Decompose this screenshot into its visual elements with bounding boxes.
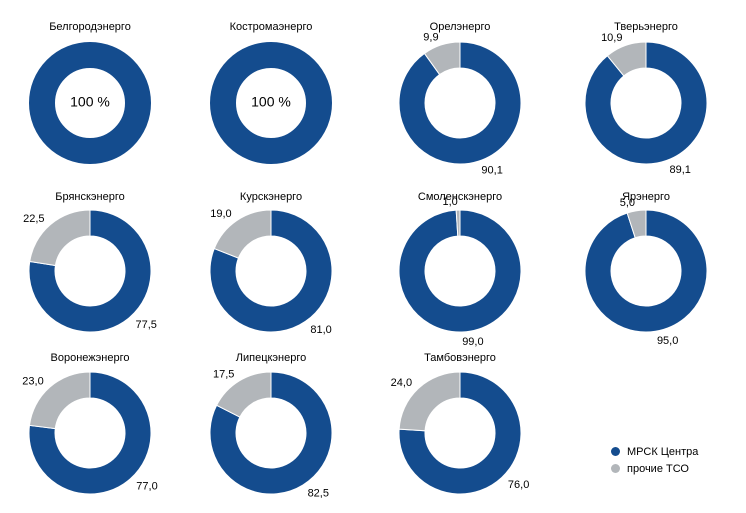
slice-mrsk: [209, 209, 333, 333]
value-label-other-tso: 5,0: [620, 197, 635, 209]
legend-item-other-tso: прочие ТСО: [611, 460, 698, 477]
slice-other-tso: [455, 209, 461, 237]
slice-mrsk: [398, 371, 522, 495]
slice-other-tso: [398, 371, 461, 432]
chart-title: Костромаэнерго: [230, 21, 313, 33]
donut-7: Смоленскэнерго 99,0 1,0: [398, 191, 522, 348]
chart-title: Тамбовэнерго: [424, 352, 496, 364]
slice-other-tso: [626, 209, 647, 239]
slice-mrsk: [210, 42, 332, 164]
value-label-other-tso: 24,0: [391, 377, 412, 389]
value-label-mrsk: 95,0: [657, 335, 678, 347]
center-label: 100 %: [251, 94, 291, 110]
donut-5: Брянскэнерго 77,5 22,5: [23, 191, 157, 333]
legend-label-mrsk: МРСК Центра: [627, 445, 699, 458]
donut-1: Белгородэнерго 100 %: [29, 21, 151, 164]
slice-mrsk: [209, 371, 333, 495]
value-label-other-tso: 10,9: [601, 32, 622, 44]
chart-title: Брянскэнерго: [55, 191, 125, 203]
value-label-mrsk: 90,1: [481, 165, 502, 177]
value-label-mrsk: 77,5: [135, 319, 156, 331]
value-label-mrsk: 76,0: [508, 479, 529, 491]
donut-4: Тверьэнерго 89,1 10,9: [584, 21, 708, 176]
donut-11: Тамбовэнерго 76,0 24,0: [391, 352, 529, 495]
value-label-other-tso: 23,0: [22, 375, 43, 387]
chart-title: Курскэнерго: [240, 191, 302, 203]
chart-title: Тверьэнерго: [614, 21, 678, 33]
chart-title: Ярэнерго: [622, 191, 670, 203]
slice-mrsk: [584, 209, 708, 333]
legend-label-other-tso: прочие ТСО: [627, 462, 689, 475]
slice-mrsk: [398, 41, 522, 165]
slice-other-tso: [606, 41, 647, 77]
legend: МРСК Центра прочие ТСО: [611, 443, 698, 477]
donut-2: Костромаэнерго 100 %: [210, 21, 332, 164]
value-label-mrsk: 99,0: [462, 336, 483, 348]
slice-other-tso: [213, 209, 272, 259]
donut-10: Липецкэнерго 82,5 17,5: [209, 352, 333, 500]
slice-mrsk: [28, 209, 152, 333]
slice-other-tso: [29, 209, 91, 267]
chart-title: Смоленскэнерго: [418, 191, 502, 203]
donut-9: Воронежэнерго 77,0 23,0: [22, 352, 158, 495]
value-label-other-tso: 17,5: [213, 368, 234, 380]
donut-8: Ярэнерго 95,0 5,0: [584, 191, 708, 347]
legend-item-mrsk: МРСК Центра: [611, 443, 698, 460]
value-label-other-tso: 9,9: [423, 31, 438, 43]
slice-mrsk: [398, 209, 522, 333]
chart-title: Воронежэнерго: [51, 352, 130, 364]
center-label: 100 %: [70, 94, 110, 110]
value-label-mrsk: 81,0: [310, 324, 331, 336]
chart-title: Липецкэнерго: [236, 352, 307, 364]
slice-other-tso: [215, 371, 272, 418]
chart-title: Орелэнерго: [430, 21, 491, 33]
slice-mrsk: [29, 42, 151, 164]
donut-6: Курскэнерго 81,0 19,0: [209, 191, 333, 336]
legend-swatch-other-tso: [611, 464, 620, 473]
value-label-mrsk: 82,5: [308, 488, 329, 500]
legend-swatch-mrsk: [611, 447, 620, 456]
slice-mrsk: [584, 41, 708, 165]
value-label-other-tso: 19,0: [210, 208, 231, 220]
value-label-other-tso: 1,0: [443, 196, 458, 208]
value-label-mrsk: 89,1: [670, 164, 691, 176]
chart-title: Белгородэнерго: [49, 21, 131, 33]
value-label-other-tso: 22,5: [23, 213, 44, 225]
slice-mrsk: [28, 371, 152, 495]
slice-other-tso: [28, 371, 91, 430]
donut-3: Орелэнерго 90,1 9,9: [398, 21, 522, 177]
value-label-mrsk: 77,0: [136, 481, 157, 493]
slice-other-tso: [423, 41, 461, 76]
